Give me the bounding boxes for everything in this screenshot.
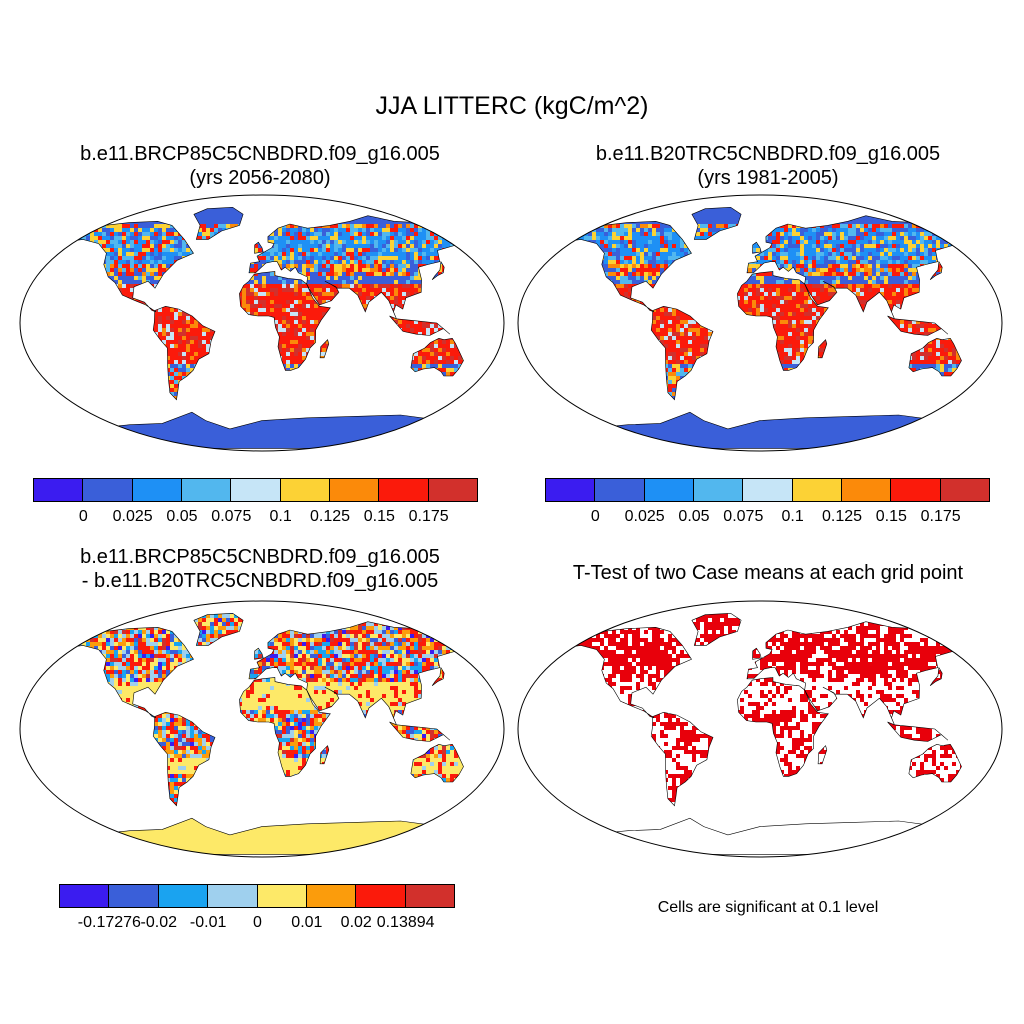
colorbar-tick-label: -0.17276	[77, 914, 141, 931]
colorbar-swatch	[594, 478, 645, 502]
panel-2-title: b.e11.B20TRC5CNBDRD.f09_g16.005 (yrs 198…	[528, 142, 1008, 190]
colorbar-swatch	[643, 478, 694, 502]
colorbar-swatch	[890, 478, 941, 502]
colorbar-tick-label: -0.02	[140, 914, 177, 931]
map-panel-difference	[19, 600, 505, 858]
colorbar-swatch	[404, 884, 455, 908]
colorbar-swatch	[180, 478, 232, 502]
colorbar-tick-label: 0.02	[340, 914, 372, 931]
colorbar-tick-label: 0.1	[269, 508, 292, 525]
colorbar-tick-label: 0.1	[781, 508, 804, 525]
colorbar-tick-label: 0.15	[875, 508, 907, 525]
colorbar-swatch	[939, 478, 990, 502]
colorbar-swatch	[545, 478, 596, 502]
colorbar-tick-label: 0.15	[363, 508, 395, 525]
panel-2-title-line2: (yrs 1981-2005)	[697, 167, 839, 189]
colorbar-swatch	[840, 478, 892, 502]
panel-1-title-line1: b.e11.BRCP85C5CNBDRD.f09_g16.005	[80, 143, 440, 165]
colorbar-swatch	[108, 884, 159, 908]
colorbar-swatch	[328, 478, 380, 502]
colorbar-tick-label: 0.075	[211, 508, 252, 525]
colorbar-tick-label: 0.125	[309, 508, 351, 525]
colorbar-tick-label: 0.05	[166, 508, 198, 525]
map-panel-ttest	[517, 600, 1003, 858]
panel-4-title: T-Test of two Case means at each grid po…	[572, 562, 964, 584]
colorbar-swatch	[82, 478, 133, 502]
colorbar-swatch	[279, 478, 330, 502]
colorbar-swatch	[256, 884, 307, 908]
panel-2-title-line1: b.e11.B20TRC5CNBDRD.f09_g16.005	[595, 143, 941, 165]
panel-3-title: b.e11.BRCP85C5CNBDRD.f09_g16.005 - b.e11…	[20, 545, 500, 593]
colorbar-tick-label: 0	[590, 508, 600, 525]
significance-note: Cells are significant at 0.1 level	[657, 899, 879, 916]
colorbar-swatch	[131, 478, 182, 502]
colorbar-swatch	[355, 884, 406, 908]
colorbar-rcp85	[33, 478, 478, 502]
panel-1-title-line2: (yrs 2056-2080)	[189, 167, 331, 189]
colorbar-swatch	[305, 884, 357, 908]
colorbar-tick-label: 0.025	[624, 508, 665, 525]
colorbar-tick-label: 0.175	[408, 508, 449, 525]
colorbar-tick-label: 0.05	[678, 508, 710, 525]
colorbar-swatch	[59, 884, 110, 908]
colorbar-tick-label: -0.01	[189, 914, 227, 931]
colorbar-tick-label: 0	[78, 508, 88, 525]
colorbar-swatch	[427, 478, 478, 502]
colorbar-swatch	[33, 478, 84, 502]
colorbar-swatch	[742, 478, 793, 502]
colorbar-tick-label: 0.01	[291, 914, 323, 931]
colorbar-tick-label: 0.175	[920, 508, 961, 525]
colorbar-swatch	[378, 478, 429, 502]
colorbar-tick-label: 0	[253, 914, 262, 931]
panel-3-title-line1: b.e11.BRCP85C5CNBDRD.f09_g16.005	[80, 546, 440, 568]
colorbar-difference	[59, 884, 455, 908]
panel-1-title: b.e11.BRCP85C5CNBDRD.f09_g16.005 (yrs 20…	[20, 142, 500, 190]
map-panel-historical	[517, 194, 1003, 452]
colorbar-swatch	[230, 478, 281, 502]
colorbar-swatch	[157, 884, 209, 908]
panel-3-title-line2: - b.e11.B20TRC5CNBDRD.f09_g16.005	[81, 570, 439, 592]
colorbar-tick-label: 0.025	[112, 508, 153, 525]
map-panel-rcp85	[19, 194, 505, 452]
colorbar-tick-label: 0.075	[723, 508, 764, 525]
colorbar-swatch	[791, 478, 842, 502]
colorbar-historical	[545, 478, 990, 502]
colorbar-tick-label: 0.13894	[376, 914, 435, 931]
figure-title: JJA LITTERC (kgC/m^2)	[375, 92, 649, 120]
colorbar-swatch	[207, 884, 258, 908]
colorbar-tick-label: 0.125	[821, 508, 863, 525]
colorbar-swatch	[692, 478, 744, 502]
